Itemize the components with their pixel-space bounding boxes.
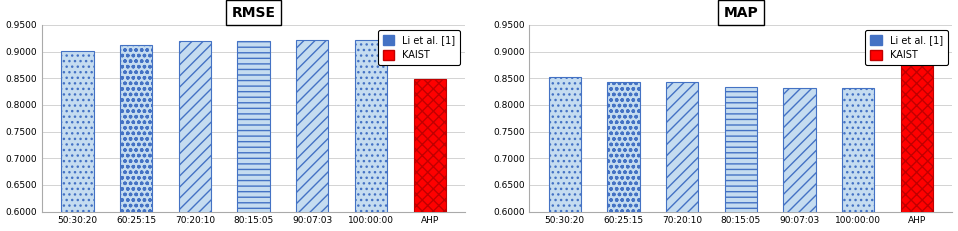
- Bar: [179, 41, 211, 231]
- Bar: [725, 87, 757, 231]
- Bar: [354, 40, 387, 231]
- Bar: [901, 40, 933, 231]
- Bar: [784, 88, 816, 231]
- Bar: [61, 51, 94, 231]
- Bar: [296, 40, 329, 231]
- Bar: [414, 79, 445, 231]
- Legend: Li et al. [1], KAIST: Li et al. [1], KAIST: [378, 30, 460, 65]
- Bar: [120, 46, 152, 231]
- Legend: Li et al. [1], KAIST: Li et al. [1], KAIST: [865, 30, 947, 65]
- Bar: [607, 82, 640, 231]
- Title: MAP: MAP: [723, 6, 759, 20]
- Bar: [549, 77, 581, 231]
- Bar: [842, 88, 875, 231]
- Bar: [666, 82, 698, 231]
- Title: RMSE: RMSE: [232, 6, 276, 20]
- Bar: [238, 41, 270, 231]
